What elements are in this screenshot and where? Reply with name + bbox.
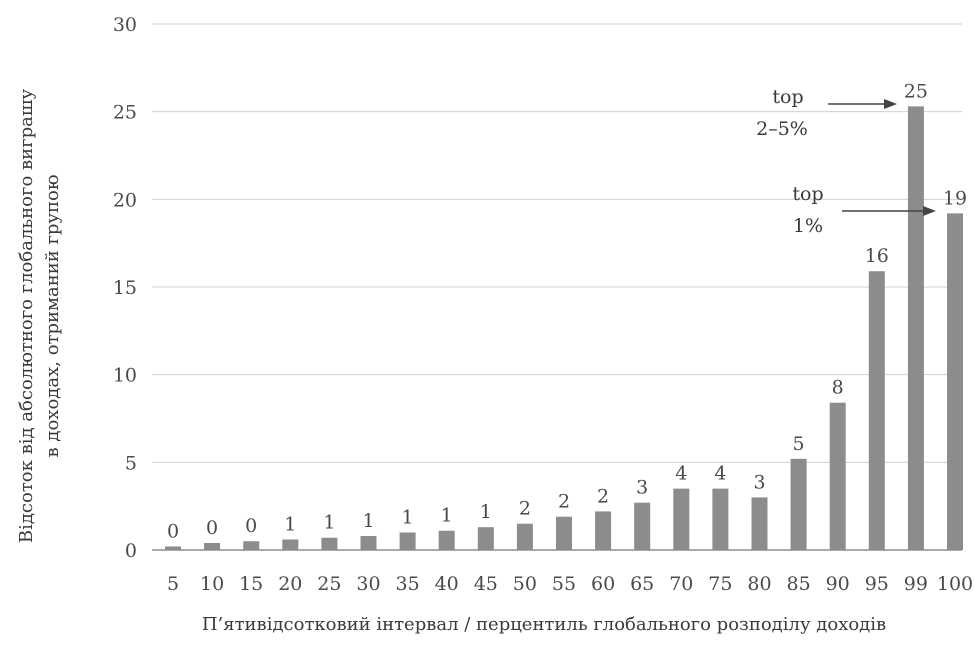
x-axis-title: П’ятивідсотковий інтервал / перцентиль г… bbox=[202, 614, 886, 635]
annotation-top-1-arrowhead bbox=[923, 206, 936, 216]
x-tick-label-40: 40 bbox=[435, 573, 459, 595]
data-label-55: 2 bbox=[558, 491, 570, 513]
bar-95 bbox=[868, 271, 885, 550]
x-tick-label-100: 100 bbox=[937, 573, 973, 595]
bar-99 bbox=[907, 106, 924, 550]
data-label-35: 1 bbox=[402, 506, 414, 528]
annotation-top-2-5-line-1: top bbox=[772, 86, 803, 108]
bar-60 bbox=[595, 511, 612, 550]
bar-50 bbox=[516, 523, 533, 550]
x-tick-label-95: 95 bbox=[865, 573, 889, 595]
data-label-90: 8 bbox=[832, 377, 844, 399]
data-label-40: 1 bbox=[441, 505, 453, 527]
x-tick-label-90: 90 bbox=[826, 573, 850, 595]
bar-65 bbox=[634, 502, 651, 550]
x-tick-label-75: 75 bbox=[708, 573, 732, 595]
data-label-75: 4 bbox=[714, 463, 726, 485]
x-tick-label-25: 25 bbox=[317, 573, 341, 595]
data-label-65: 3 bbox=[636, 477, 648, 499]
y-tick-label: 10 bbox=[113, 365, 137, 387]
x-tick-label-5: 5 bbox=[167, 573, 179, 595]
annotation-top-1: top 1% bbox=[792, 183, 936, 237]
y-tick-label: 20 bbox=[113, 189, 137, 211]
data-label-30: 1 bbox=[362, 510, 374, 532]
x-tick-label-30: 30 bbox=[356, 573, 380, 595]
bar-55 bbox=[556, 516, 572, 550]
x-tick-label-80: 80 bbox=[747, 573, 771, 595]
data-label-85: 5 bbox=[793, 433, 805, 455]
annotation-top-1-line-2: 1% bbox=[793, 215, 823, 237]
bar-15 bbox=[243, 541, 260, 550]
bar-80 bbox=[751, 497, 768, 550]
data-labels: 0 0 0 1 1 1 1 1 1 2 2 2 3 4 4 3 5 8 16 25 19 bbox=[167, 80, 967, 542]
data-label-100: 19 bbox=[943, 187, 967, 209]
bar-35 bbox=[399, 532, 416, 550]
bar-40 bbox=[438, 530, 455, 550]
y-tick-label: 30 bbox=[113, 14, 137, 36]
y-axis-title-line-2: в доходах, отриманий групою bbox=[42, 175, 63, 458]
bar-70 bbox=[673, 488, 690, 550]
bar-45 bbox=[477, 527, 494, 550]
x-tick-label-10: 10 bbox=[200, 573, 224, 595]
data-label-99: 25 bbox=[904, 80, 928, 102]
data-label-45: 1 bbox=[480, 501, 492, 523]
x-tick-label-50: 50 bbox=[513, 573, 537, 595]
y-tick-label: 5 bbox=[125, 452, 137, 474]
data-label-80: 3 bbox=[753, 471, 765, 493]
x-tick-label-15: 15 bbox=[239, 573, 263, 595]
bar-90 bbox=[829, 402, 846, 550]
data-label-10: 0 bbox=[206, 517, 218, 539]
bar-20 bbox=[282, 539, 299, 550]
bar-75 bbox=[712, 488, 729, 550]
data-label-50: 2 bbox=[519, 498, 531, 520]
x-tick-label-35: 35 bbox=[396, 573, 420, 595]
bar-10 bbox=[204, 542, 221, 550]
bar-30 bbox=[360, 535, 377, 550]
y-tick-labels: 0 5 10 15 20 25 30 bbox=[113, 14, 137, 562]
y-axis-title-line-1: Відсоток від абсолютного глобального виг… bbox=[16, 88, 37, 543]
y-tick-label: 25 bbox=[113, 102, 137, 124]
bar-5 bbox=[165, 546, 181, 550]
bar-25 bbox=[321, 537, 338, 550]
bar-85 bbox=[790, 458, 807, 550]
data-label-95: 16 bbox=[865, 245, 889, 267]
data-label-25: 1 bbox=[323, 512, 335, 534]
bar-100 bbox=[947, 213, 963, 551]
x-tick-label-45: 45 bbox=[474, 573, 498, 595]
bars bbox=[165, 106, 963, 551]
x-tick-label-99: 99 bbox=[904, 573, 928, 595]
annotation-top-2-5-arrowhead bbox=[884, 99, 897, 109]
x-tick-label-85: 85 bbox=[787, 573, 811, 595]
annotation-top-2-5-line-2: 2–5% bbox=[756, 118, 808, 140]
annotation-top-1-line-1: top bbox=[792, 183, 823, 205]
data-label-5: 0 bbox=[167, 520, 179, 542]
data-label-70: 4 bbox=[675, 463, 687, 485]
x-tick-label-65: 65 bbox=[630, 573, 654, 595]
data-label-60: 2 bbox=[597, 485, 609, 507]
data-label-15: 0 bbox=[245, 515, 257, 537]
annotation-top-2-5: top 2–5% bbox=[756, 86, 897, 140]
y-tick-label: 0 bbox=[125, 540, 137, 562]
x-tick-label-20: 20 bbox=[278, 573, 302, 595]
gridlines bbox=[152, 23, 962, 463]
x-tick-label-60: 60 bbox=[591, 573, 615, 595]
x-tick-labels: 5 10 15 20 25 30 35 40 45 50 55 60 65 70 75 80 85 90 95 99 1… bbox=[167, 573, 973, 595]
x-tick-label-70: 70 bbox=[669, 573, 693, 595]
data-label-20: 1 bbox=[284, 513, 296, 535]
y-tick-label: 15 bbox=[113, 277, 137, 299]
x-tick-label-55: 55 bbox=[552, 573, 576, 595]
